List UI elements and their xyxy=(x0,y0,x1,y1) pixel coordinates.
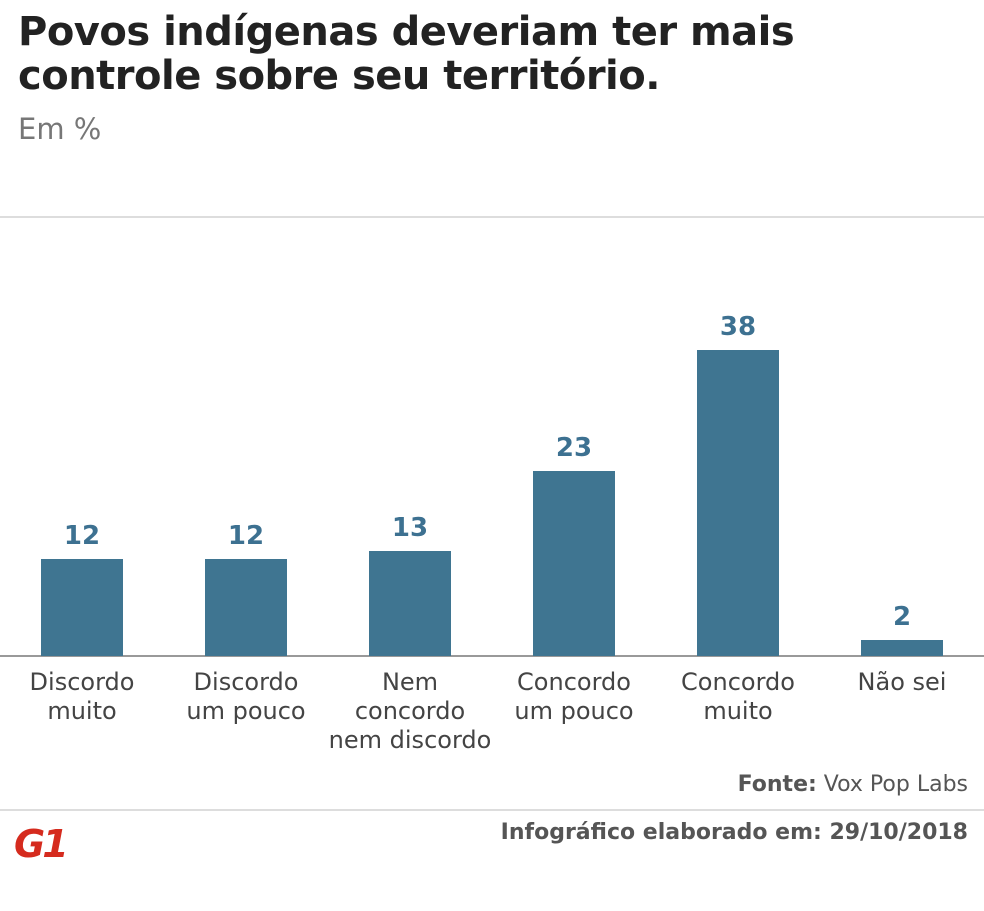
bar xyxy=(205,559,287,656)
value-label: 13 xyxy=(391,513,429,544)
x-tick-label: Concordo um pouco xyxy=(514,668,634,725)
bar xyxy=(369,551,451,656)
chart-title: Povos indígenas deveriam ter mais contro… xyxy=(18,9,795,99)
separator xyxy=(0,216,984,218)
footer: Infográfico elaborado em: 29/10/2018 xyxy=(500,820,968,845)
bar xyxy=(697,350,779,656)
value-label: 38 xyxy=(719,312,757,342)
baseline xyxy=(0,655,984,657)
source-label: Fonte: xyxy=(737,772,817,797)
bar xyxy=(41,559,123,656)
x-tick-label: Nem concordo nem discordo xyxy=(328,668,492,754)
logo: G1 xyxy=(14,822,69,866)
x-tick-label: Discordo um pouco xyxy=(186,668,306,725)
chart-subtitle: Em % xyxy=(18,112,102,146)
x-tick-label: Concordo muito xyxy=(681,668,795,725)
value-label: 12 xyxy=(63,521,101,552)
x-tick-label: Discordo muito xyxy=(29,668,135,725)
source-name: Vox Pop Labs xyxy=(823,772,968,797)
source: Fonte: Vox Pop Labs xyxy=(738,772,968,797)
bar xyxy=(533,470,615,656)
value-label: 12 xyxy=(227,521,265,552)
value-label: 23 xyxy=(555,432,593,463)
separator xyxy=(0,809,984,811)
value-label: 2 xyxy=(892,601,912,632)
bar xyxy=(861,639,943,656)
x-tick-label: Não sei xyxy=(857,668,947,696)
